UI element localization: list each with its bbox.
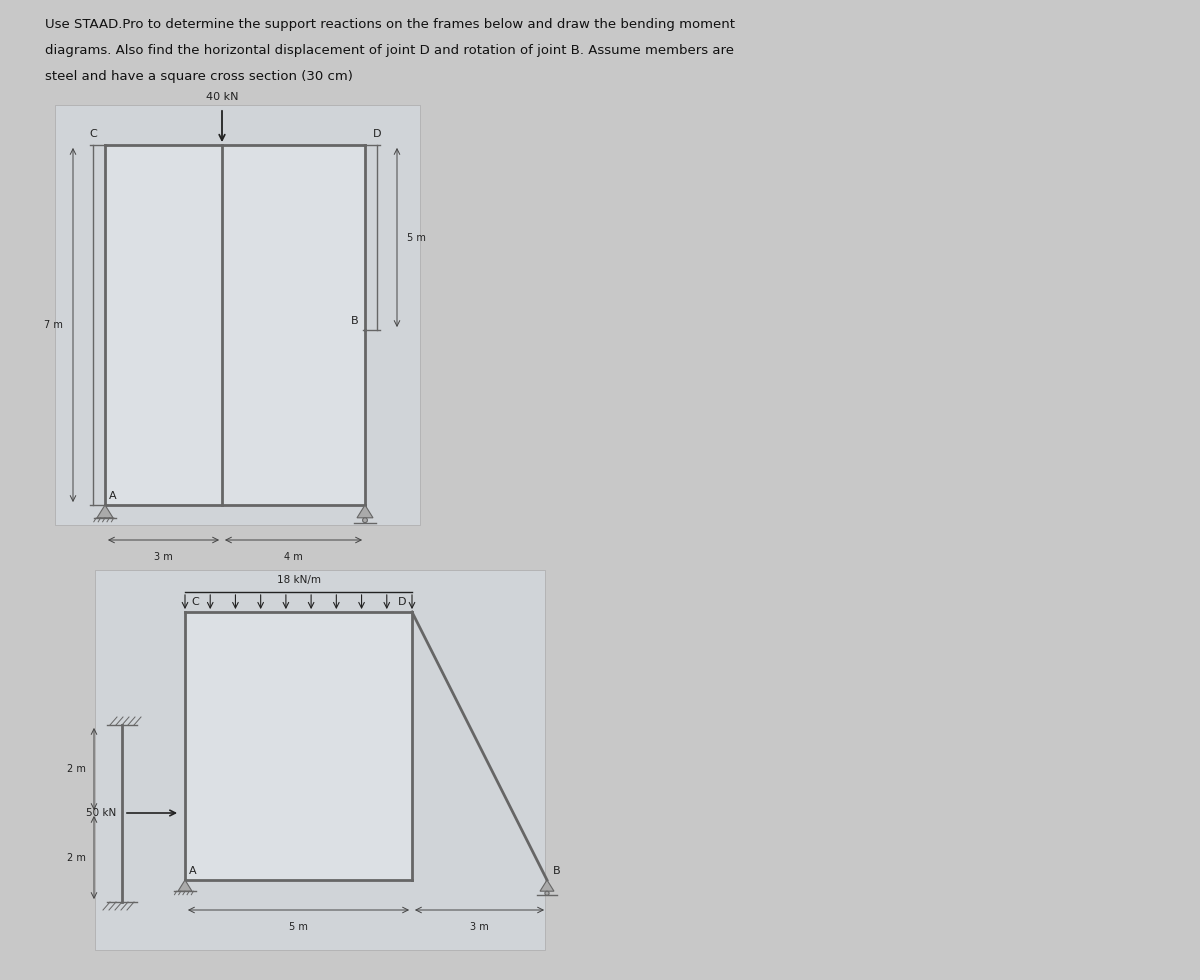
Text: diagrams. Also find the horizontal displacement of joint D and rotation of joint: diagrams. Also find the horizontal displ…	[46, 44, 734, 57]
Polygon shape	[358, 505, 373, 517]
Text: C: C	[89, 129, 97, 139]
Polygon shape	[97, 505, 113, 517]
Text: 40 kN: 40 kN	[205, 92, 239, 102]
Text: B: B	[352, 316, 359, 326]
Text: A: A	[109, 491, 116, 501]
FancyBboxPatch shape	[95, 570, 545, 950]
Text: 2 m: 2 m	[67, 764, 86, 774]
Text: Use STAAD.Pro to determine the support reactions on the frames below and draw th: Use STAAD.Pro to determine the support r…	[46, 18, 734, 31]
Text: B: B	[553, 866, 560, 876]
Text: 5 m: 5 m	[289, 922, 308, 932]
Text: D: D	[397, 597, 406, 607]
Polygon shape	[178, 880, 192, 891]
Circle shape	[545, 891, 550, 896]
Text: C: C	[191, 597, 199, 607]
Text: 2 m: 2 m	[67, 853, 86, 862]
Text: 5 m: 5 m	[407, 232, 426, 242]
FancyBboxPatch shape	[55, 105, 420, 525]
Text: 18 kN/m: 18 kN/m	[276, 575, 320, 585]
Polygon shape	[540, 880, 554, 891]
Text: D: D	[373, 129, 382, 139]
Polygon shape	[106, 145, 365, 505]
Circle shape	[362, 517, 367, 522]
Text: 50 kN: 50 kN	[85, 808, 116, 818]
Text: steel and have a square cross section (30 cm): steel and have a square cross section (3…	[46, 70, 353, 83]
Text: 7 m: 7 m	[44, 320, 64, 330]
Polygon shape	[185, 612, 412, 880]
Text: A: A	[190, 866, 197, 876]
Text: 4 m: 4 m	[284, 552, 302, 562]
Text: 3 m: 3 m	[154, 552, 173, 562]
Text: 3 m: 3 m	[470, 922, 488, 932]
